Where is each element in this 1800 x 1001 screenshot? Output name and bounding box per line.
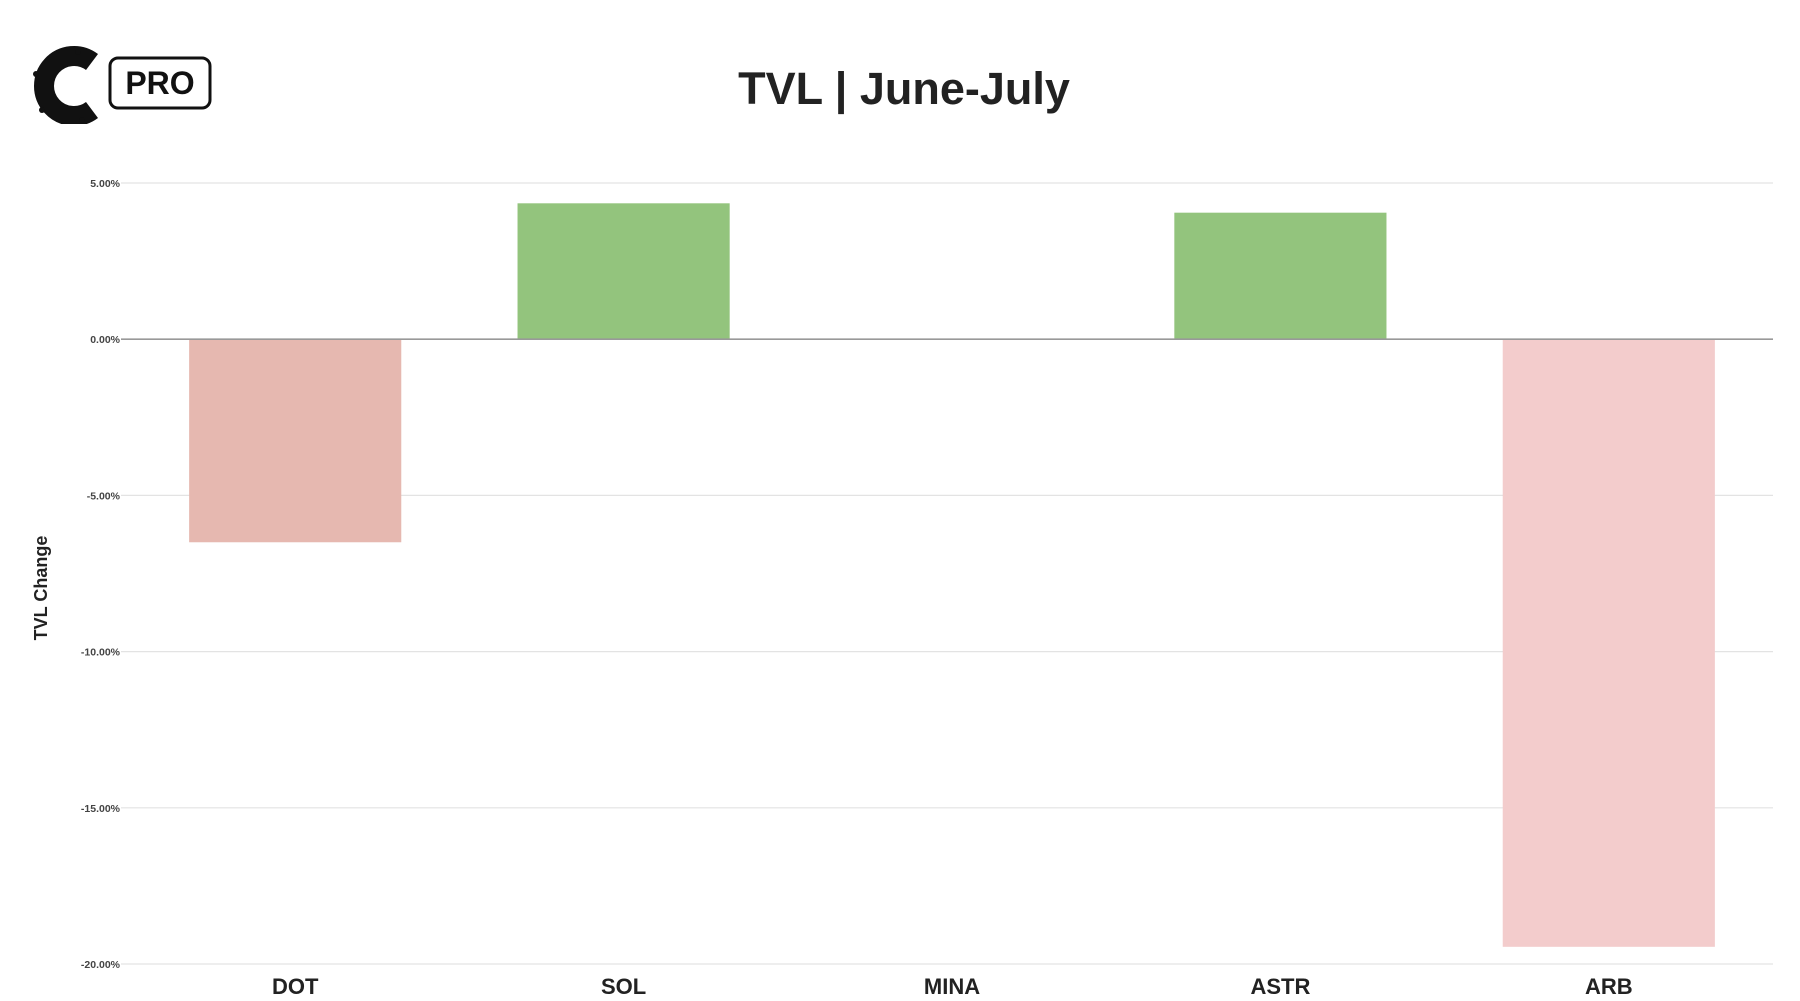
y-tick-label: -15.00% xyxy=(81,803,121,815)
bar-arb xyxy=(1502,339,1715,947)
y-tick-label: 5.00% xyxy=(90,178,120,190)
brand-logo: PRO xyxy=(33,46,212,124)
y-tick-label: 0.00% xyxy=(90,334,120,346)
y-axis-ticks: 5.00% 0.00% -5.00% -10.00% -15.00% -20.00% xyxy=(81,178,121,971)
x-tick-label: MINA xyxy=(924,974,980,999)
y-tick-label: -20.00% xyxy=(81,959,121,971)
x-axis-ticks: DOT SOL MINA ASTR ARB xyxy=(272,974,1633,999)
x-tick-label: SOL xyxy=(601,974,646,999)
x-tick-label: DOT xyxy=(272,974,319,999)
y-tick-label: -10.00% xyxy=(81,647,121,659)
pro-badge-text: PRO xyxy=(125,65,194,101)
bar-sol xyxy=(517,203,730,340)
bar-astr xyxy=(1174,212,1387,340)
x-tick-label: ARB xyxy=(1585,974,1633,999)
pro-badge xyxy=(108,56,212,110)
y-axis-label: TVL Change xyxy=(31,536,51,641)
x-tick-label: ASTR xyxy=(1250,974,1310,999)
bars xyxy=(189,203,1715,947)
chart-title: TVL | June-July xyxy=(738,63,1070,115)
y-tick-label: -5.00% xyxy=(87,490,121,502)
bar-dot xyxy=(189,339,402,543)
c-letter-icon xyxy=(33,46,98,124)
